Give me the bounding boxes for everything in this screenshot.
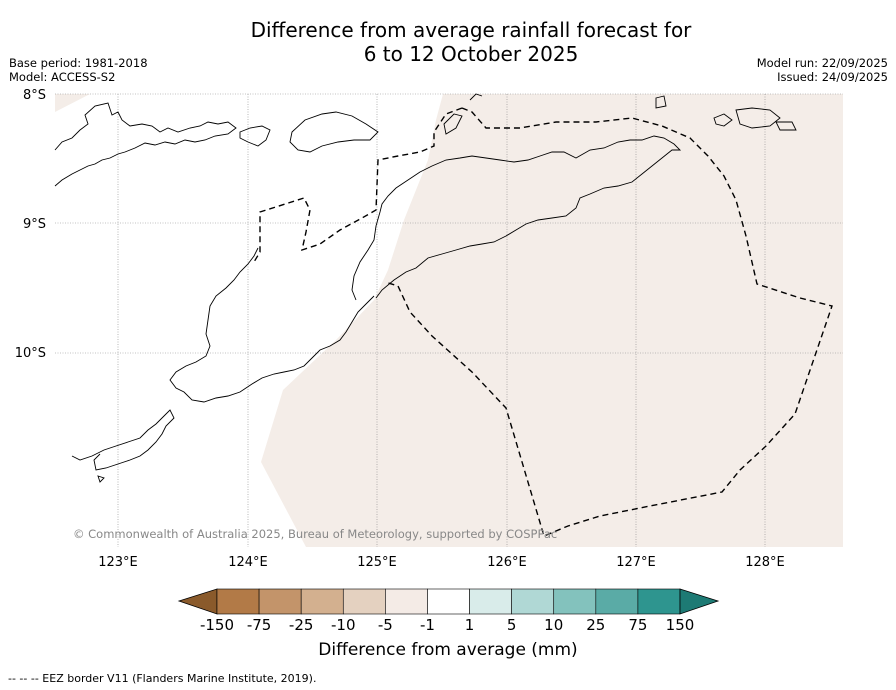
colorbar-extend-low <box>177 588 218 615</box>
lat-label-8s: 8°S <box>23 88 46 103</box>
colorbar-tick-label: 10 <box>544 616 563 634</box>
colorbar-tick-label: 150 <box>666 616 695 634</box>
colorbar-swatch <box>637 588 681 615</box>
colorbar-swatches <box>216 588 681 615</box>
colorbar-ticks: -150 -75 -25 -10 -5 -1 1 5 10 25 75 150 <box>200 616 694 634</box>
coastline-islet-3 <box>735 107 781 129</box>
base-period-text: Base period: 1981-2018 <box>9 56 148 70</box>
colorbar-swatch <box>553 588 597 615</box>
colorbar-swatch <box>427 588 470 615</box>
lon-label-128e: 128°E <box>745 555 785 570</box>
title-line-2: 6 to 12 October 2025 <box>363 42 579 66</box>
lon-label-123e: 123°E <box>98 555 138 570</box>
lon-labels: 123°E 124°E 125°E 126°E 127°E 128°E <box>98 555 785 570</box>
coastline-timor <box>351 135 682 301</box>
eez-border-timor-leste <box>384 107 833 537</box>
coastlines <box>54 93 797 483</box>
colorbar-tick-label: 5 <box>507 616 517 634</box>
title-line-1: Difference from average rainfall forecas… <box>250 18 692 42</box>
lat-label-9s: 9°S <box>23 217 46 232</box>
lon-label-127e: 127°E <box>616 555 656 570</box>
colorbar-swatch <box>258 588 302 615</box>
eez-borders <box>253 107 833 537</box>
lon-label-125e: 125°E <box>357 555 397 570</box>
colorbar-title: Difference from average (mm) <box>318 640 578 660</box>
coastline-sumba <box>71 409 175 471</box>
colorbar-swatch <box>300 588 344 615</box>
colorbar-tick-label: -75 <box>247 616 272 634</box>
colorbar-tick-label: -150 <box>200 616 234 634</box>
colorbar-swatch <box>216 588 260 615</box>
gridlines <box>55 93 843 547</box>
colorbar-swatch <box>595 588 639 615</box>
colorbar-tick-label: 75 <box>628 616 647 634</box>
colorbar-tick-label: -1 <box>420 616 435 634</box>
map-area <box>54 93 843 547</box>
lon-label-124e: 124°E <box>228 555 268 570</box>
lat-label-10s: 10°S <box>15 346 46 361</box>
northwest-shading <box>55 94 90 112</box>
meta-left: Base period: 1981-2018 Model: ACCESS-S2 <box>9 56 148 84</box>
colorbar: -150 -75 -25 -10 -5 -1 1 5 10 25 75 150 <box>177 588 720 634</box>
coastline-islet-4 <box>775 121 797 131</box>
colorbar-tick-label: -5 <box>378 616 393 634</box>
coastline-islet-2 <box>713 113 733 127</box>
meta-right: Model run: 22/09/2025 Issued: 24/09/2025 <box>757 56 888 84</box>
colorbar-swatch <box>511 588 555 615</box>
lon-label-126e: 126°E <box>487 555 527 570</box>
colorbar-swatch <box>469 588 512 615</box>
model-text: Model: ACCESS-S2 <box>9 70 116 84</box>
colorbar-tick-label: -25 <box>289 616 314 634</box>
model-run-text: Model run: 22/09/2025 <box>756 56 888 70</box>
rainfall-anomaly-shading <box>261 94 843 547</box>
coastline-alor-east <box>239 125 271 147</box>
coastline-rote-semau <box>169 247 375 403</box>
issued-text: Issued: 24/09/2025 <box>777 70 888 84</box>
coastline-islet-1 <box>655 95 667 109</box>
copyright-text: © Commonwealth of Australia 2025, Bureau… <box>73 527 557 541</box>
colorbar-swatch <box>342 588 386 615</box>
coastline-flores-alor <box>54 102 237 187</box>
colorbar-extend-high <box>679 588 720 615</box>
colorbar-tick-label: 1 <box>465 616 475 634</box>
eez-border-west <box>253 107 463 263</box>
map-title: Difference from average rainfall forecas… <box>0 18 896 66</box>
colorbar-tick-label: 25 <box>586 616 605 634</box>
coastline-wetar-west <box>289 111 379 153</box>
eez-legend-note: -- -- -- EEZ border V11 (Flanders Marine… <box>8 672 317 685</box>
lat-labels: 8°S 9°S 10°S <box>15 88 46 361</box>
coastline-islet-7 <box>469 93 483 101</box>
coastline-islet-6 <box>97 475 105 483</box>
colorbar-swatch <box>385 588 428 615</box>
colorbar-tick-label: -10 <box>331 616 356 634</box>
coastline-islet-5 <box>443 113 463 135</box>
